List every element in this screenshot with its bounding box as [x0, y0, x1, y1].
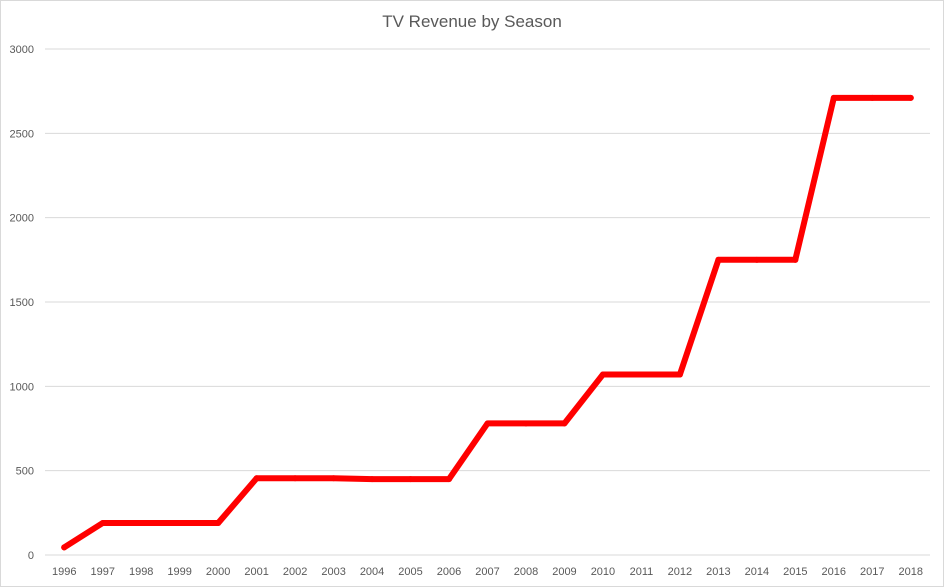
- data-point: [484, 420, 491, 427]
- data-point: [369, 476, 376, 483]
- x-tick-label: 2017: [860, 566, 884, 578]
- data-point: [522, 420, 529, 427]
- data-point: [330, 475, 337, 482]
- y-tick-label: 1000: [10, 381, 34, 393]
- x-tick-label: 2002: [283, 566, 307, 578]
- data-point: [676, 371, 683, 378]
- chart-title: TV Revenue by Season: [382, 12, 562, 31]
- data-point: [792, 256, 799, 263]
- x-tick-label: 2005: [398, 566, 422, 578]
- y-tick-label: 500: [16, 466, 34, 478]
- y-tick-label: 1500: [10, 297, 34, 309]
- x-tick-label: 2004: [360, 566, 384, 578]
- data-point: [446, 476, 453, 483]
- x-tick-label: 2001: [244, 566, 268, 578]
- x-axis-ticks: 1996 1997 1998 1999 2000 2001 2002 2003 2004 2005…: [52, 566, 923, 578]
- x-tick-label: 1999: [167, 566, 191, 578]
- y-tick-label: 0: [28, 550, 34, 562]
- x-tick-label: 2016: [822, 566, 846, 578]
- series-layer: [61, 94, 914, 551]
- x-tick-label: 1996: [52, 566, 76, 578]
- data-point: [830, 94, 837, 101]
- data-point: [715, 256, 722, 263]
- y-tick-label: 2000: [10, 213, 34, 225]
- data-point: [753, 256, 760, 263]
- x-tick-label: 1998: [129, 566, 153, 578]
- gridlines: [45, 48, 930, 556]
- y-tick-label: 2500: [10, 128, 34, 140]
- data-point: [869, 94, 876, 101]
- x-tick-label: 2003: [321, 566, 345, 578]
- data-point: [561, 420, 568, 427]
- data-point: [638, 371, 645, 378]
- x-tick-label: 2011: [630, 566, 654, 578]
- x-tick-label: 2012: [668, 566, 692, 578]
- y-axis-ticks: 0 500 1000 1500 2000 2500 3000: [10, 44, 34, 562]
- x-tick-label: 2014: [745, 566, 769, 578]
- series-line: [61, 94, 914, 551]
- x-tick-label: 2018: [899, 566, 923, 578]
- x-tick-label: 2009: [552, 566, 576, 578]
- x-tick-label: 2008: [514, 566, 538, 578]
- y-tick-label: 3000: [10, 44, 34, 56]
- data-point: [599, 371, 606, 378]
- data-point: [176, 519, 183, 526]
- x-tick-label: 2007: [475, 566, 499, 578]
- x-tick-label: 2006: [437, 566, 461, 578]
- data-point: [253, 475, 260, 482]
- x-tick-label: 1997: [90, 566, 114, 578]
- data-point: [407, 476, 414, 483]
- data-point: [907, 94, 914, 101]
- x-tick-label: 2015: [783, 566, 807, 578]
- data-point: [138, 519, 145, 526]
- data-point: [99, 519, 106, 526]
- data-point: [61, 544, 68, 551]
- x-tick-label: 2013: [706, 566, 730, 578]
- data-point: [292, 475, 299, 482]
- data-point: [215, 519, 222, 526]
- x-tick-label: 2000: [206, 566, 230, 578]
- x-tick-label: 2010: [591, 566, 615, 578]
